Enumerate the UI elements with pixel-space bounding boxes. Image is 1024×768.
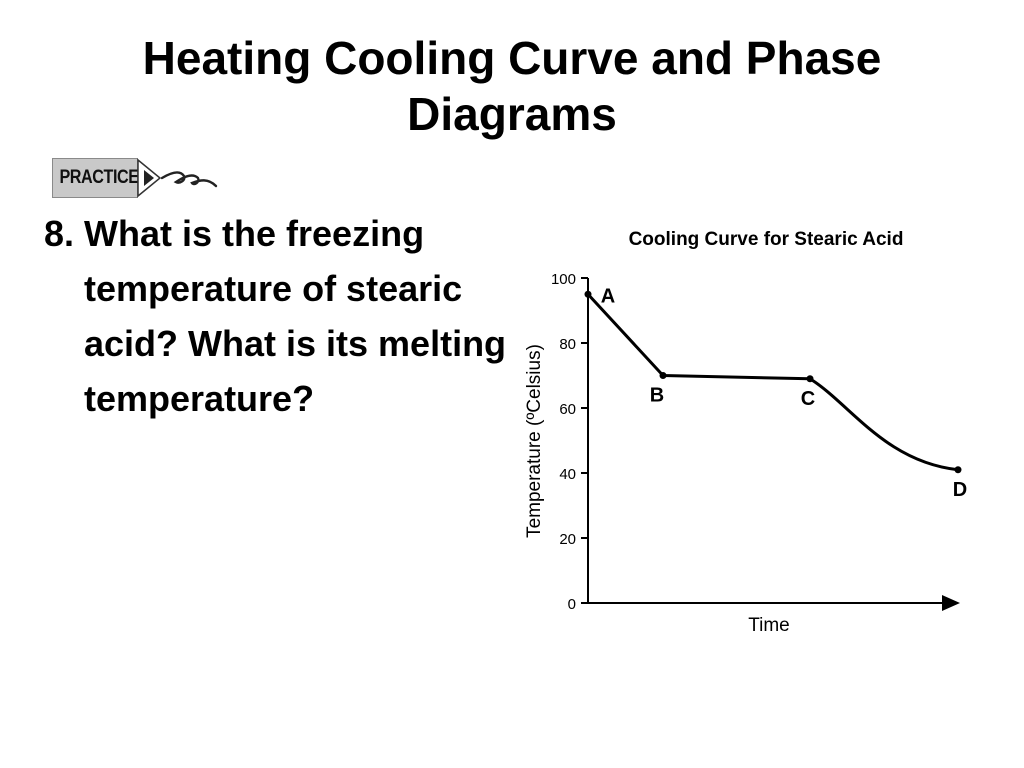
y-tick-label: 0: [568, 596, 576, 613]
slide-title-line-1: Heating Cooling Curve and Phase: [142, 32, 882, 84]
point-b-marker: [659, 372, 667, 379]
x-axis-label: Time: [748, 615, 790, 636]
cooling-curve-chart: Cooling Curve for Stearic Acid 0 20 40 60 80…: [524, 229, 967, 636]
x-axis: [588, 595, 960, 611]
practice-box: PRACTICE: [52, 158, 139, 198]
chart-series: A B C D: [584, 285, 967, 501]
y-axis-label: Temperature (ºCelsius): [524, 344, 545, 538]
point-a-label: A: [601, 285, 615, 307]
slide-title: Heating Cooling Curve and Phase Diagrams: [0, 30, 1024, 142]
cooling-curve-line: [586, 293, 959, 472]
y-tick-label: 100: [551, 271, 576, 288]
y-tick-label: 40: [559, 466, 576, 483]
y-tick-label: 20: [559, 531, 576, 548]
practice-badge: PRACTICE: [52, 158, 222, 200]
point-d-marker: [954, 466, 962, 474]
point-d-label: D: [953, 479, 967, 501]
point-b-label: B: [650, 385, 664, 407]
y-tick-label: 60: [559, 401, 576, 418]
point-a-marker: [584, 290, 592, 298]
practice-label: PRACTICE: [59, 167, 139, 188]
y-tick-label: 80: [559, 336, 576, 353]
pencil-arrow-icon: [137, 158, 218, 198]
y-axis: 0 20 40 60 80 100: [551, 271, 589, 613]
chart-title: Cooling Curve for Stearic Acid: [629, 229, 904, 250]
point-c-label: C: [801, 388, 815, 410]
point-c-marker: [806, 375, 814, 383]
x-axis-arrowhead: [942, 595, 960, 611]
slide-title-line-2: Diagrams: [407, 88, 617, 140]
question-text: 8. What is the freezing temperature of s…: [44, 213, 507, 419]
